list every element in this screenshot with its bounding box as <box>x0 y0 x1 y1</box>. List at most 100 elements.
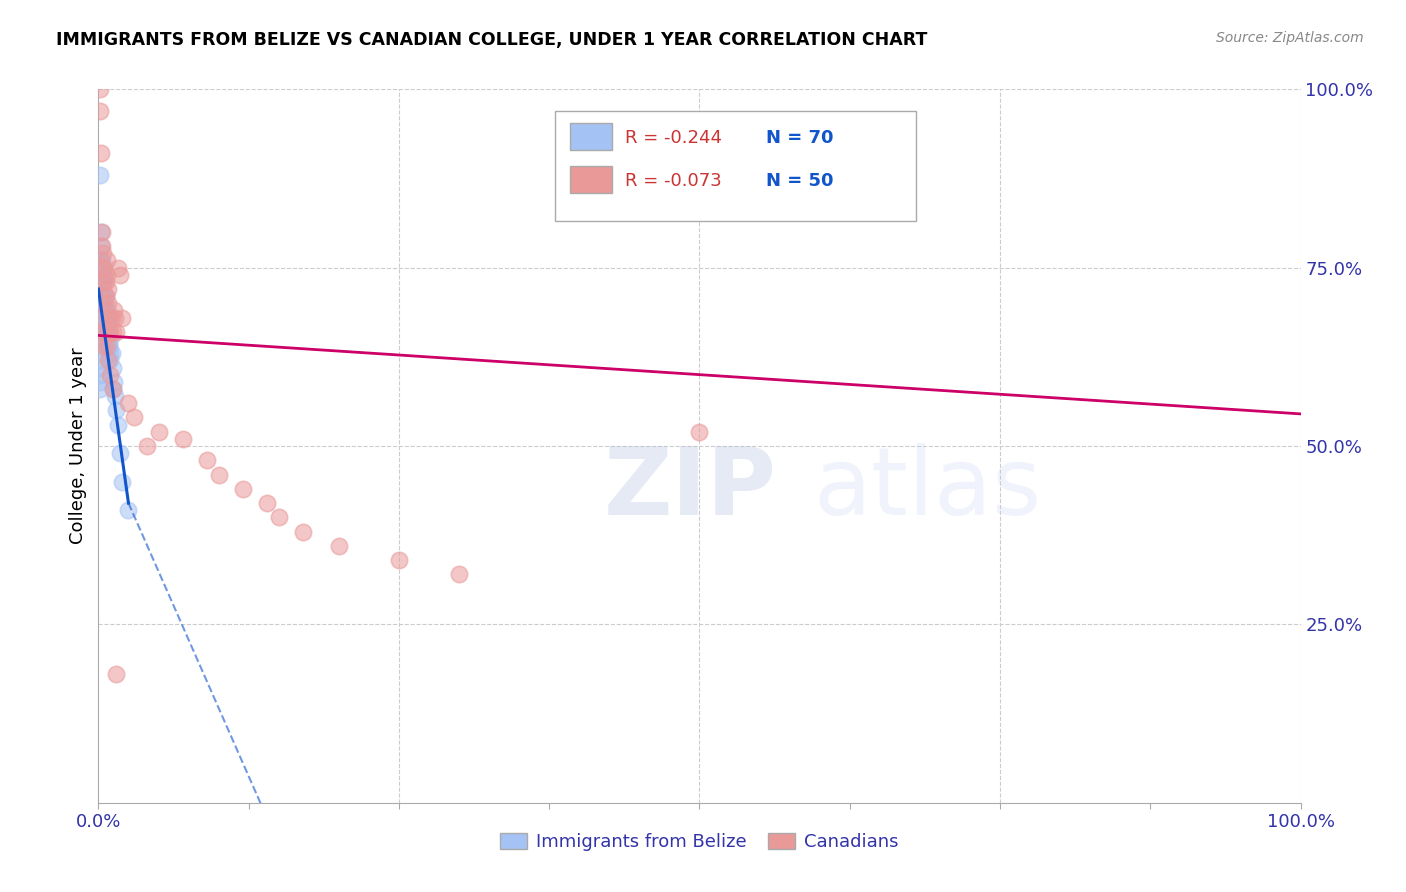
Point <box>104 389 127 403</box>
Point <box>91 303 114 318</box>
Point <box>96 339 118 353</box>
Point <box>104 310 127 325</box>
Point <box>94 303 117 318</box>
Point <box>100 332 122 346</box>
Point <box>101 360 124 375</box>
Point <box>100 346 122 360</box>
Point <box>267 510 290 524</box>
Point <box>100 325 122 339</box>
Point <box>100 353 122 368</box>
Point <box>98 310 121 325</box>
Point <box>89 296 111 310</box>
Point <box>93 289 115 303</box>
Point <box>96 253 118 268</box>
Point <box>98 339 121 353</box>
Point <box>90 268 112 282</box>
Bar <box>569 123 612 150</box>
Point <box>93 260 115 275</box>
Point <box>89 103 111 118</box>
Point <box>135 439 157 453</box>
Point <box>89 353 111 368</box>
Point <box>90 239 112 253</box>
Point <box>89 375 111 389</box>
Point <box>97 310 120 325</box>
Point <box>90 296 112 310</box>
Point <box>148 425 170 439</box>
Point <box>117 396 139 410</box>
Point <box>91 303 114 318</box>
Point <box>111 310 134 325</box>
Point <box>91 275 114 289</box>
Point <box>89 310 111 325</box>
Point <box>172 432 194 446</box>
Text: ZIP: ZIP <box>603 442 776 535</box>
Point <box>89 168 111 182</box>
Point <box>91 318 114 332</box>
Point <box>117 503 139 517</box>
Point <box>90 260 112 275</box>
Point <box>100 310 122 325</box>
Text: R = -0.244: R = -0.244 <box>624 128 721 146</box>
Point <box>91 325 114 339</box>
Point <box>96 303 118 318</box>
Point <box>90 325 112 339</box>
Point <box>91 225 114 239</box>
Point <box>90 282 112 296</box>
Text: IMMIGRANTS FROM BELIZE VS CANADIAN COLLEGE, UNDER 1 YEAR CORRELATION CHART: IMMIGRANTS FROM BELIZE VS CANADIAN COLLE… <box>56 31 928 49</box>
Point <box>94 275 117 289</box>
Text: N = 50: N = 50 <box>766 171 834 189</box>
Point <box>89 382 111 396</box>
Point <box>232 482 254 496</box>
Point <box>100 346 122 360</box>
Point <box>100 368 122 382</box>
Point <box>388 553 411 567</box>
Point <box>91 260 114 275</box>
Text: N = 70: N = 70 <box>766 128 834 146</box>
Point <box>108 446 131 460</box>
Point <box>91 289 114 303</box>
Bar <box>569 166 612 193</box>
Point <box>91 289 114 303</box>
Point <box>98 318 121 332</box>
Point <box>93 303 115 318</box>
Point <box>94 318 117 332</box>
Point <box>90 225 112 239</box>
Point <box>103 375 125 389</box>
Point <box>208 467 231 482</box>
Point <box>89 318 111 332</box>
Point <box>89 303 111 318</box>
Text: atlas: atlas <box>814 442 1042 535</box>
Point <box>94 310 117 325</box>
Point <box>101 382 124 396</box>
Point <box>96 268 118 282</box>
Point <box>91 246 114 260</box>
Point <box>90 253 112 268</box>
Point <box>89 368 111 382</box>
Point <box>98 339 121 353</box>
Point <box>103 303 125 318</box>
Point <box>93 275 115 289</box>
Point <box>90 282 112 296</box>
Point <box>89 82 111 96</box>
Point <box>90 146 112 161</box>
Point <box>97 325 120 339</box>
Point <box>97 296 120 310</box>
Point <box>96 325 118 339</box>
FancyBboxPatch shape <box>555 111 915 221</box>
Point <box>124 410 146 425</box>
Point <box>105 667 128 681</box>
Point <box>89 346 111 360</box>
Point <box>90 310 112 325</box>
Point <box>107 417 129 432</box>
Point <box>89 332 111 346</box>
Point <box>107 260 129 275</box>
Point <box>111 475 134 489</box>
Point <box>91 275 114 289</box>
Point <box>89 253 111 268</box>
Point <box>328 539 350 553</box>
Point <box>94 289 117 303</box>
Point <box>93 318 115 332</box>
Point <box>108 268 131 282</box>
Point <box>105 403 128 417</box>
Point <box>94 325 117 339</box>
